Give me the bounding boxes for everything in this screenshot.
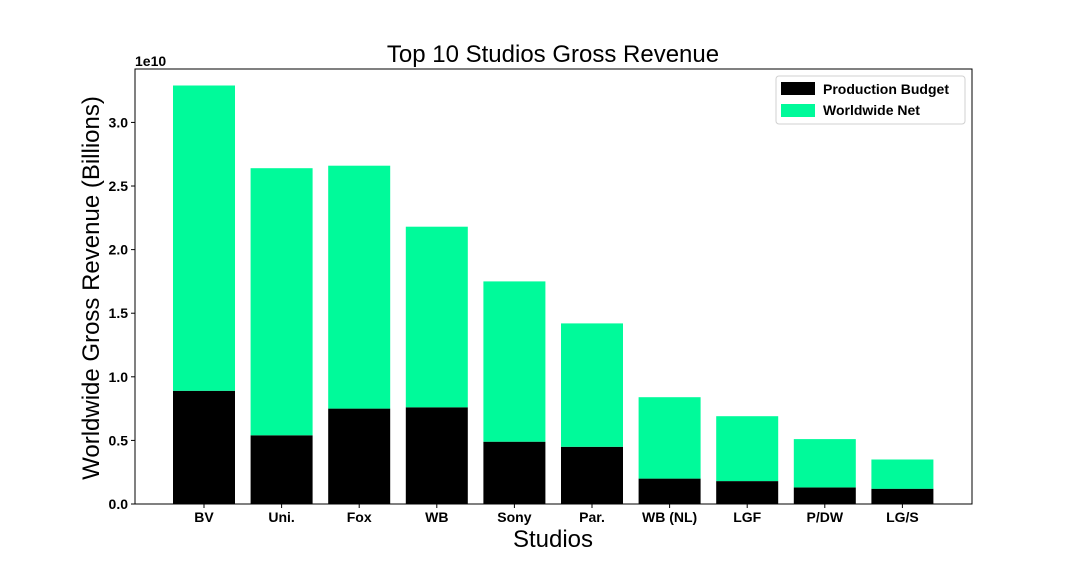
x-tick-label: Par. — [579, 509, 605, 525]
legend-swatch-worldwide-net — [781, 104, 815, 117]
y-tick-label: 0.0 — [109, 496, 129, 512]
bar-production-budget-2 — [328, 408, 391, 504]
x-tick-label: WB (NL) — [642, 509, 697, 525]
bar-production-budget-6 — [638, 478, 701, 504]
y-tick-label: 1.5 — [109, 305, 129, 321]
y-ticks-group: 0.0 0.5 1.0 1.5 2.0 2.5 3.0 — [109, 114, 135, 512]
bar-production-budget-0 — [173, 390, 235, 504]
x-ticks-group: BV Uni. Fox WB Sony Par. WB (NL) LGF P/DW LG/S — [194, 504, 919, 525]
x-tick-label: Uni. — [268, 509, 294, 525]
bar-production-budget-7 — [716, 481, 779, 504]
bar-worldwide-net-5 — [561, 323, 623, 447]
bar-production-budget-4 — [483, 441, 546, 504]
bar-production-budget-5 — [561, 446, 623, 504]
x-tick-label: WB — [425, 509, 448, 525]
bar-worldwide-net-0 — [173, 85, 235, 391]
y-axis-label: Worldwide Gross Revenue (Billions) — [78, 96, 105, 480]
x-tick-label: P/DW — [807, 509, 844, 525]
legend-box — [775, 75, 966, 125]
bars-group — [173, 85, 934, 504]
bar-worldwide-net-1 — [250, 168, 313, 436]
x-tick-label: Sony — [497, 509, 531, 525]
bar-worldwide-net-3 — [405, 226, 468, 408]
legend-label-production-budget: Production Budget — [823, 81, 949, 97]
bar-production-budget-8 — [793, 487, 856, 504]
x-axis-label: Studios — [513, 526, 593, 553]
x-tick-label: BV — [194, 509, 214, 525]
y-tick-label: 0.5 — [109, 432, 129, 448]
y-tick-label: 2.0 — [109, 242, 129, 258]
x-tick-label: Fox — [347, 509, 372, 525]
legend-label-worldwide-net: Worldwide Net — [823, 102, 920, 118]
y-offset-label: 1e10 — [135, 53, 166, 69]
x-tick-label: LGF — [733, 509, 761, 525]
bar-worldwide-net-2 — [328, 165, 391, 409]
y-tick-label: 1.0 — [109, 369, 129, 385]
x-tick-label: LG/S — [886, 509, 919, 525]
y-tick-label: 3.0 — [109, 114, 129, 130]
chart-title: Top 10 Studios Gross Revenue — [387, 41, 719, 68]
bar-production-budget-3 — [405, 407, 468, 504]
bar-worldwide-net-6 — [638, 397, 701, 479]
bar-worldwide-net-7 — [716, 416, 779, 482]
bar-worldwide-net-4 — [483, 281, 546, 442]
plot-frame — [134, 68, 973, 505]
legend: Production Budget Worldwide Net — [775, 75, 966, 125]
legend-swatch-production-budget — [781, 82, 815, 95]
bar-worldwide-net-8 — [793, 439, 856, 488]
bar-worldwide-net-9 — [871, 459, 934, 489]
bar-production-budget-9 — [871, 488, 934, 504]
y-tick-label: 2.5 — [109, 178, 129, 194]
bar-production-budget-1 — [250, 435, 313, 504]
